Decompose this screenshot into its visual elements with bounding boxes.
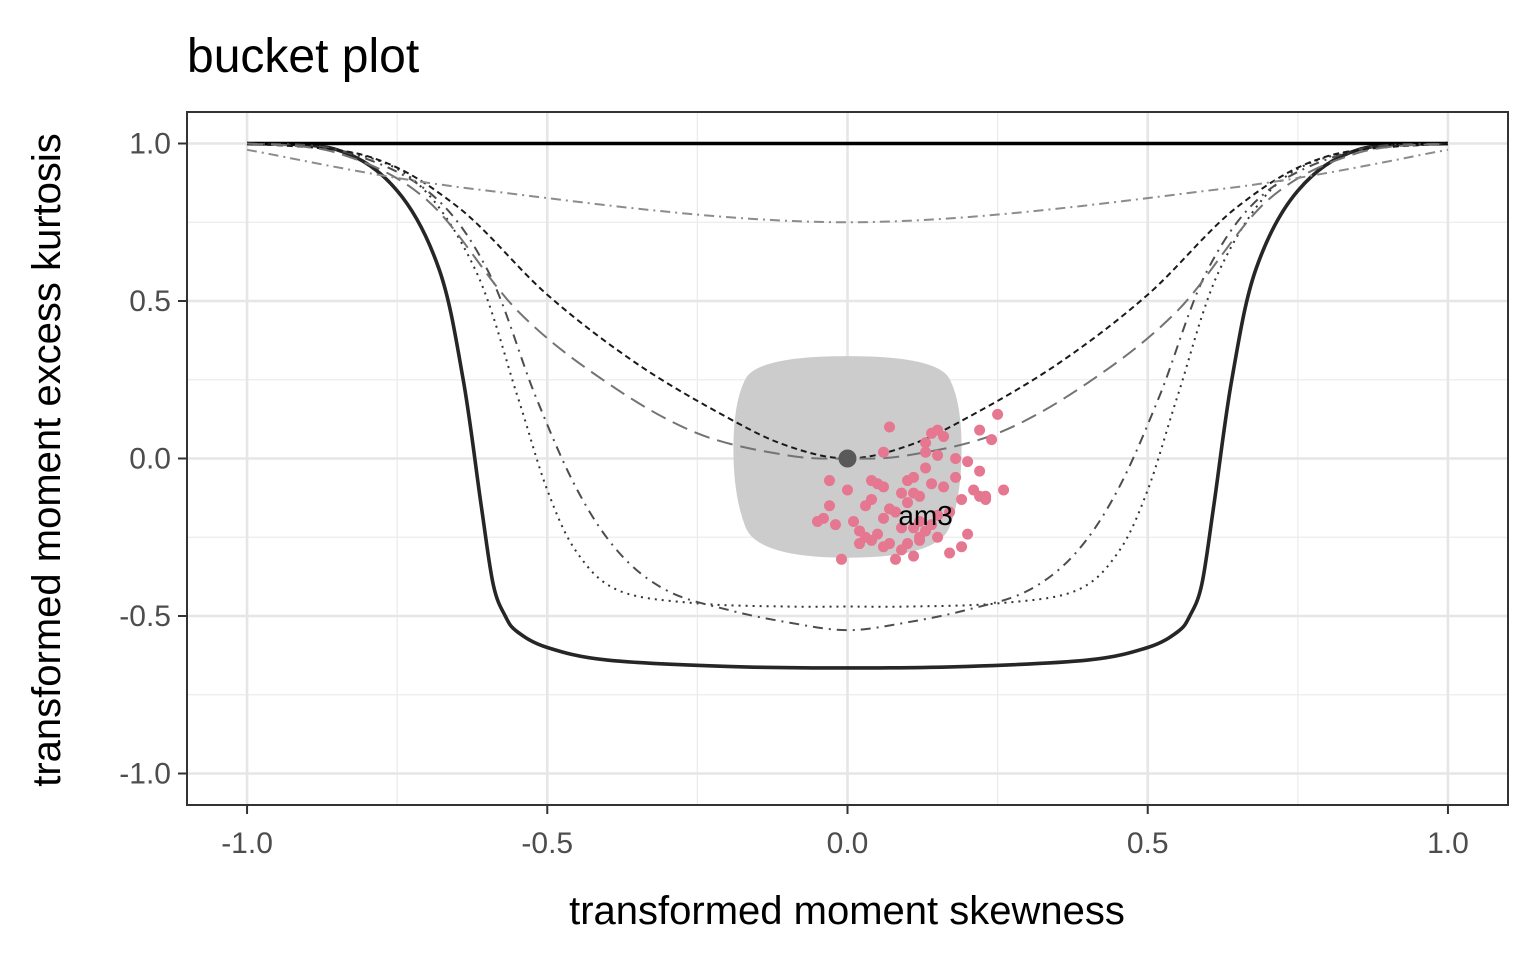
data-point — [974, 424, 986, 436]
series-line-2 — [246, 142, 1449, 608]
data-point — [956, 493, 968, 505]
y-tick-label: -0.5 — [119, 600, 171, 633]
data-point — [884, 421, 896, 433]
x-axis-title: transformed moment skewness — [569, 889, 1125, 933]
data-point — [944, 547, 956, 559]
x-tick-label: -0.5 — [521, 827, 573, 860]
data-point — [835, 553, 847, 565]
data-point — [829, 519, 841, 531]
data-points — [811, 408, 1010, 565]
data-point — [878, 481, 890, 493]
y-tick-label: 0.5 — [129, 285, 171, 318]
reference-point-layer — [838, 449, 857, 468]
data-point — [908, 550, 920, 562]
y-tick-label: -1.0 — [119, 758, 171, 791]
data-point — [878, 446, 890, 458]
reference-point — [838, 449, 857, 468]
data-point — [848, 516, 860, 527]
data-point — [962, 528, 974, 540]
x-tick-label: 0.0 — [827, 827, 869, 860]
data-point — [854, 538, 866, 550]
data-point — [932, 509, 944, 521]
series-line-3 — [246, 142, 1449, 632]
data-point — [920, 437, 932, 449]
data-point — [932, 449, 944, 461]
axes: -1.0 -0.5 0.0 0.5 1.0 -1.0 -0.5 0.0 0.5 1.0 — [119, 128, 1469, 861]
data-point — [974, 465, 986, 477]
chart-title: bucket plot — [187, 30, 419, 83]
x-tick-label: 1.0 — [1427, 827, 1469, 860]
data-point — [926, 519, 938, 531]
data-point — [878, 512, 890, 524]
data-point — [938, 481, 950, 493]
data-point — [944, 506, 956, 518]
data-point — [920, 446, 932, 458]
data-point — [986, 434, 998, 446]
data-point — [920, 462, 932, 474]
data-point — [902, 497, 914, 509]
data-point — [842, 484, 853, 496]
data-point — [998, 484, 1010, 496]
data-point — [956, 541, 968, 553]
data-point — [908, 471, 920, 483]
reference-curves — [246, 141, 1449, 670]
data-point — [866, 493, 878, 505]
data-point — [908, 522, 920, 534]
data-point — [890, 553, 902, 565]
x-tick-label: -1.0 — [221, 827, 273, 860]
data-point — [938, 430, 950, 442]
data-point — [902, 538, 914, 550]
data-point — [926, 478, 938, 490]
data-point — [992, 408, 1004, 420]
y-tick-label: 1.0 — [129, 128, 171, 161]
y-axis-title: transformed moment excess kurtosis — [25, 133, 69, 787]
data-point — [896, 522, 908, 534]
data-point — [980, 493, 992, 505]
data-point — [962, 456, 974, 468]
series-line-0 — [246, 141, 1449, 670]
data-point — [914, 490, 926, 502]
data-point — [950, 471, 962, 483]
data-point — [878, 541, 890, 553]
data-point — [896, 487, 908, 499]
point-annotation: am3 — [898, 500, 952, 531]
x-tick-label: 0.5 — [1127, 827, 1169, 860]
data-point — [932, 531, 944, 543]
data-point — [950, 453, 962, 464]
data-point — [811, 516, 823, 527]
y-tick-label: 0.0 — [129, 443, 171, 476]
data-point — [823, 500, 835, 512]
data-point — [914, 531, 926, 543]
data-point — [884, 503, 896, 515]
data-point — [823, 475, 835, 487]
